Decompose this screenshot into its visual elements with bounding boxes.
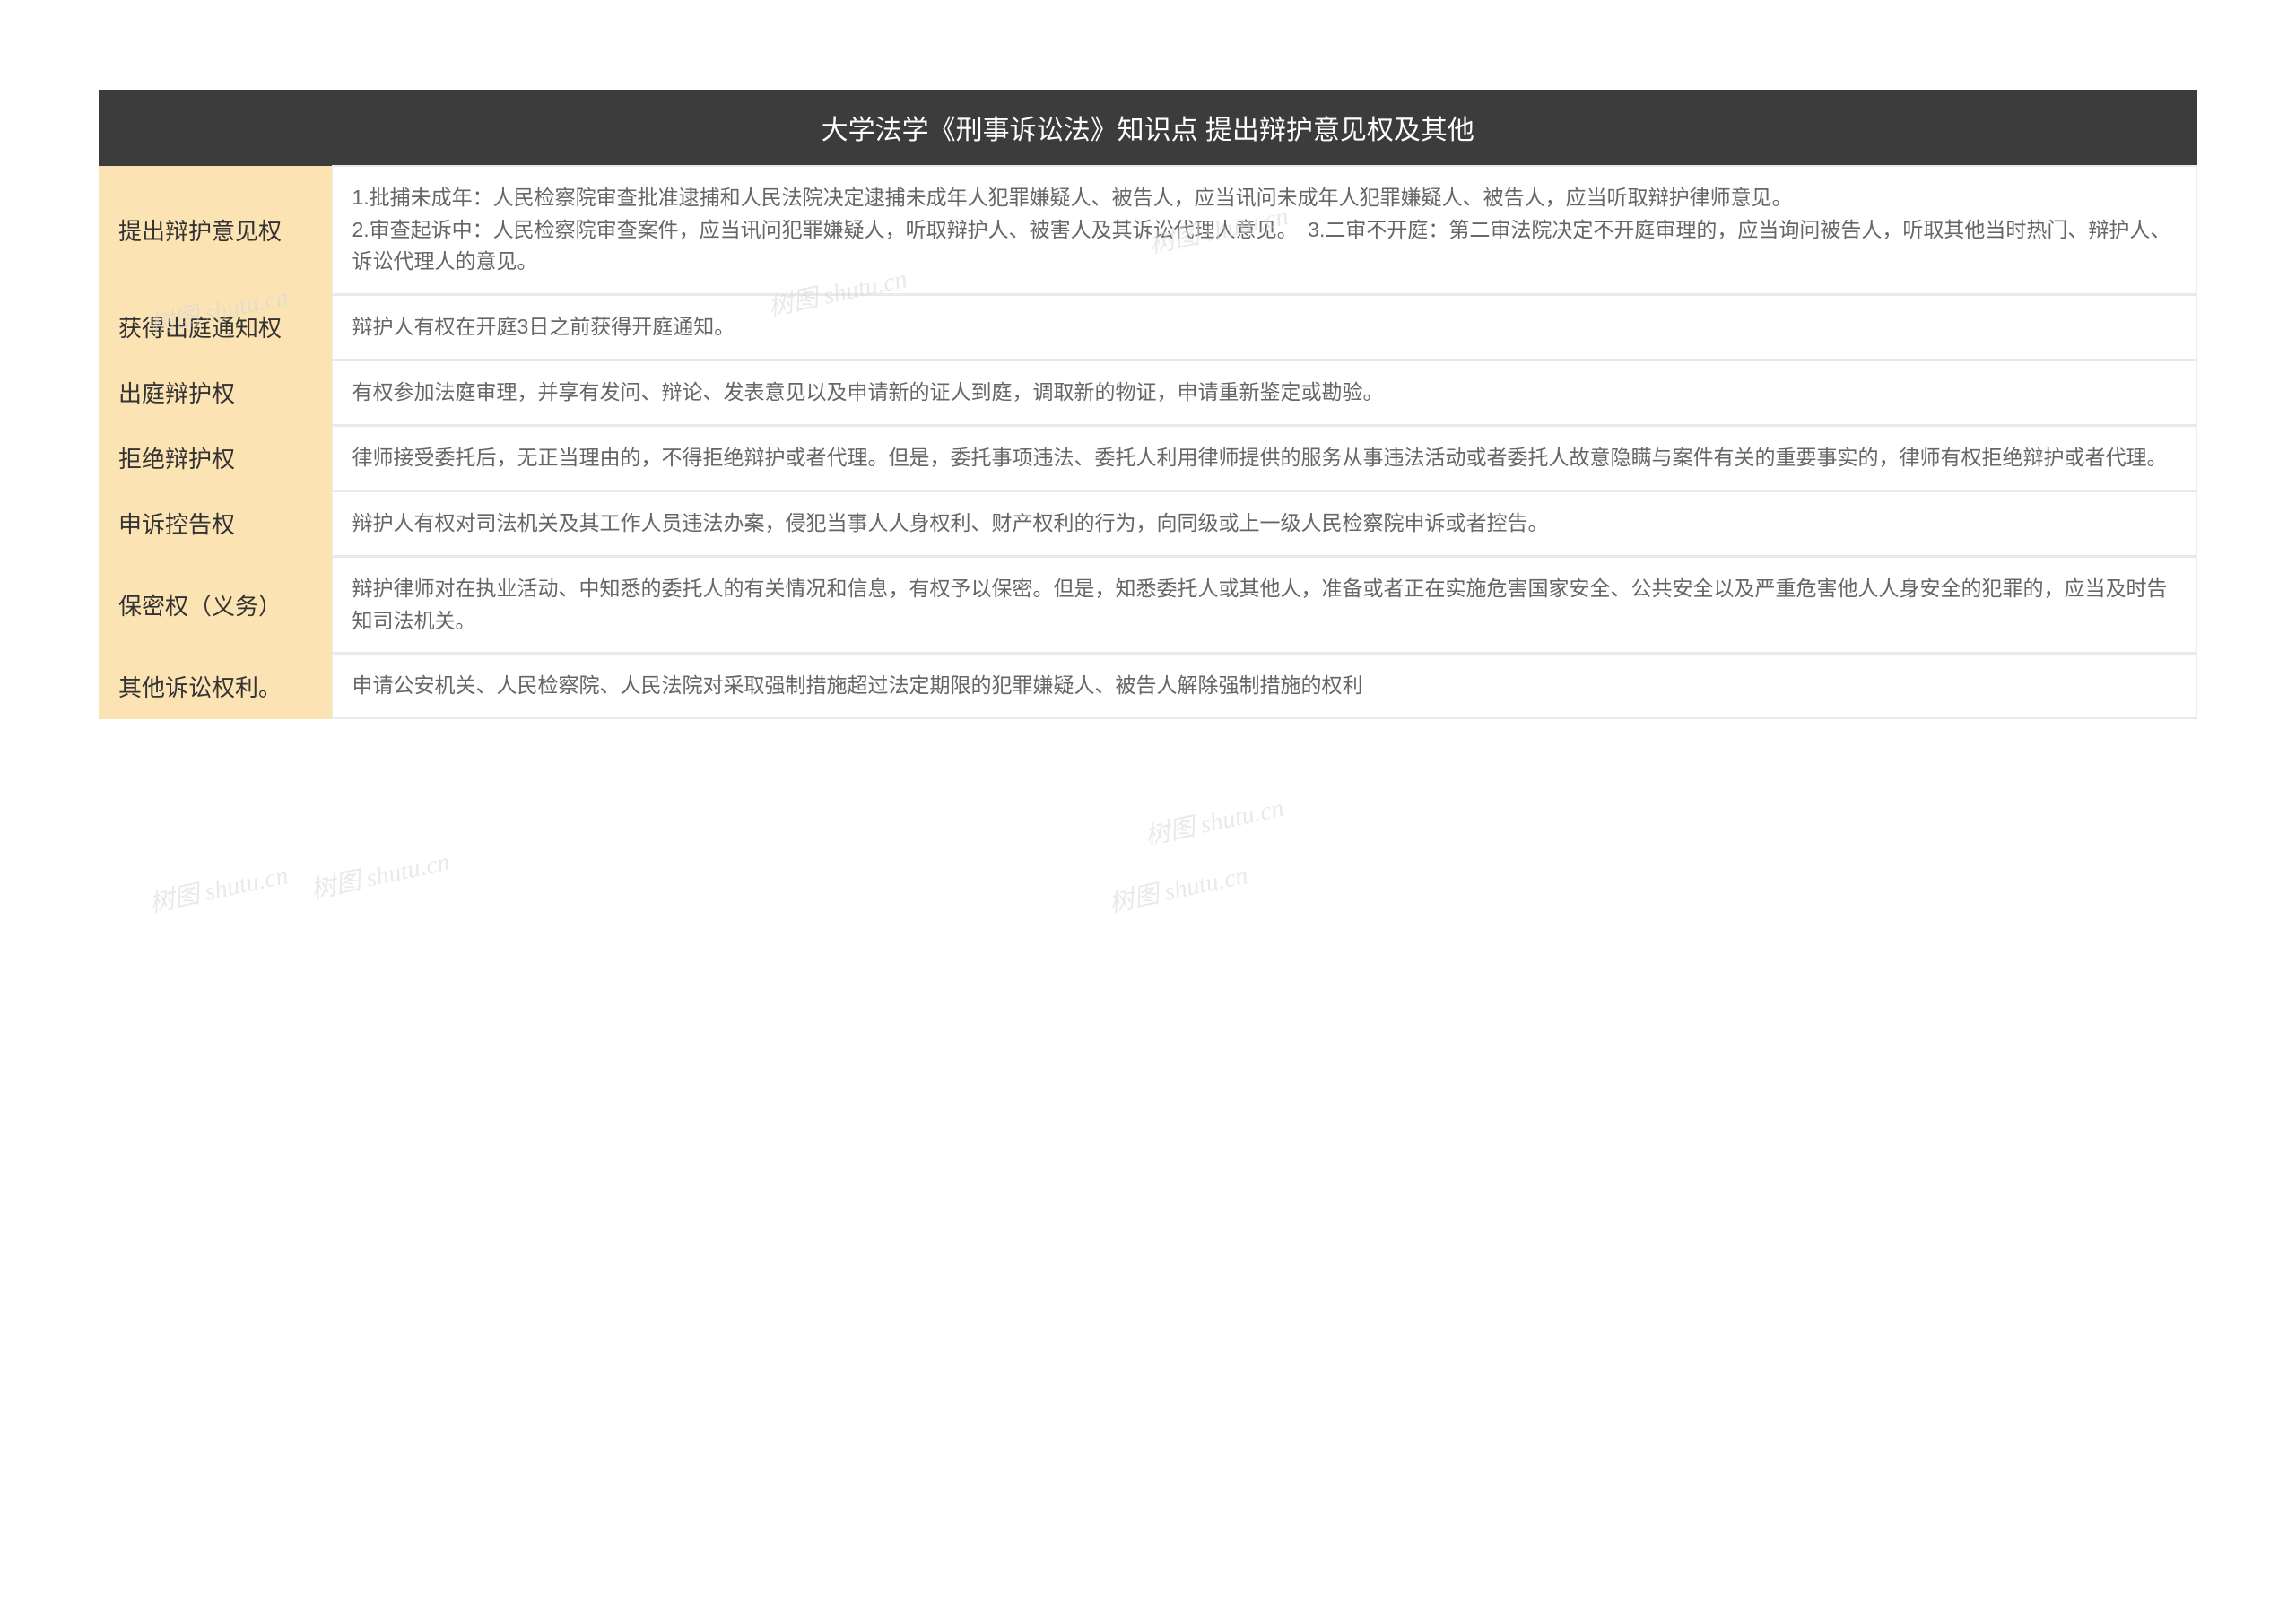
row-content: 有权参加法庭审理，并享有发问、辩论、发表意见以及申请新的证人到庭，调取新的物证，…: [332, 360, 2197, 425]
row-content: 辩护律师对在执业活动、中知悉的委托人的有关情况和信息，有权予以保密。但是，知悉委…: [332, 556, 2197, 653]
row-content: 律师接受委托后，无正当理由的，不得拒绝辩护或者代理。但是，委托事项违法、委托人利…: [332, 425, 2197, 490]
table-row: 出庭辩护权 有权参加法庭审理，并享有发问、辩论、发表意见以及申请新的证人到庭，调…: [99, 360, 2197, 425]
row-content: 辩护人有权对司法机关及其工作人员违法办案，侵犯当事人人身权利、财产权利的行为，向…: [332, 490, 2197, 556]
row-label: 其他诉讼权利。: [99, 654, 332, 719]
row-label: 拒绝辩护权: [99, 425, 332, 490]
table-wrapper: 树图 shutu.cn 树图 shutu.cn 树图 shutu.cn 树图 s…: [99, 90, 2197, 719]
table-row: 其他诉讼权利。 申请公安机关、人民检察院、人民法院对采取强制措施超过法定期限的犯…: [99, 654, 2197, 719]
watermark: 树图 shutu.cn: [1106, 855, 1251, 920]
table-row: 申诉控告权 辩护人有权对司法机关及其工作人员违法办案，侵犯当事人人身权利、财产权…: [99, 490, 2197, 556]
row-content: 申请公安机关、人民检察院、人民法院对采取强制措施超过法定期限的犯罪嫌疑人、被告人…: [332, 654, 2197, 719]
table-title: 大学法学《刑事诉讼法》知识点 提出辩护意见权及其他: [99, 90, 2197, 166]
row-label: 出庭辩护权: [99, 360, 332, 425]
row-label: 获得出庭通知权: [99, 294, 332, 360]
row-label: 申诉控告权: [99, 490, 332, 556]
table-row: 保密权（义务） 辩护律师对在执业活动、中知悉的委托人的有关情况和信息，有权予以保…: [99, 556, 2197, 653]
watermark: 树图 shutu.cn: [146, 855, 291, 920]
watermark: 树图 shutu.cn: [1142, 788, 1287, 853]
row-label: 保密权（义务）: [99, 556, 332, 653]
table-row: 提出辩护意见权 1.批捕未成年：人民检察院审查批准逮捕和人民法院决定逮捕未成年人…: [99, 166, 2197, 295]
table-row: 获得出庭通知权 辩护人有权在开庭3日之前获得开庭通知。: [99, 294, 2197, 360]
watermark: 树图 shutu.cn: [308, 842, 453, 907]
table-row: 拒绝辩护权 律师接受委托后，无正当理由的，不得拒绝辩护或者代理。但是，委托事项违…: [99, 425, 2197, 490]
table-header-row: 大学法学《刑事诉讼法》知识点 提出辩护意见权及其他: [99, 90, 2197, 166]
row-content: 1.批捕未成年：人民检察院审查批准逮捕和人民法院决定逮捕未成年人犯罪嫌疑人、被告…: [332, 166, 2197, 295]
row-label: 提出辩护意见权: [99, 166, 332, 295]
knowledge-table: 大学法学《刑事诉讼法》知识点 提出辩护意见权及其他 提出辩护意见权 1.批捕未成…: [99, 90, 2197, 719]
row-content: 辩护人有权在开庭3日之前获得开庭通知。: [332, 294, 2197, 360]
